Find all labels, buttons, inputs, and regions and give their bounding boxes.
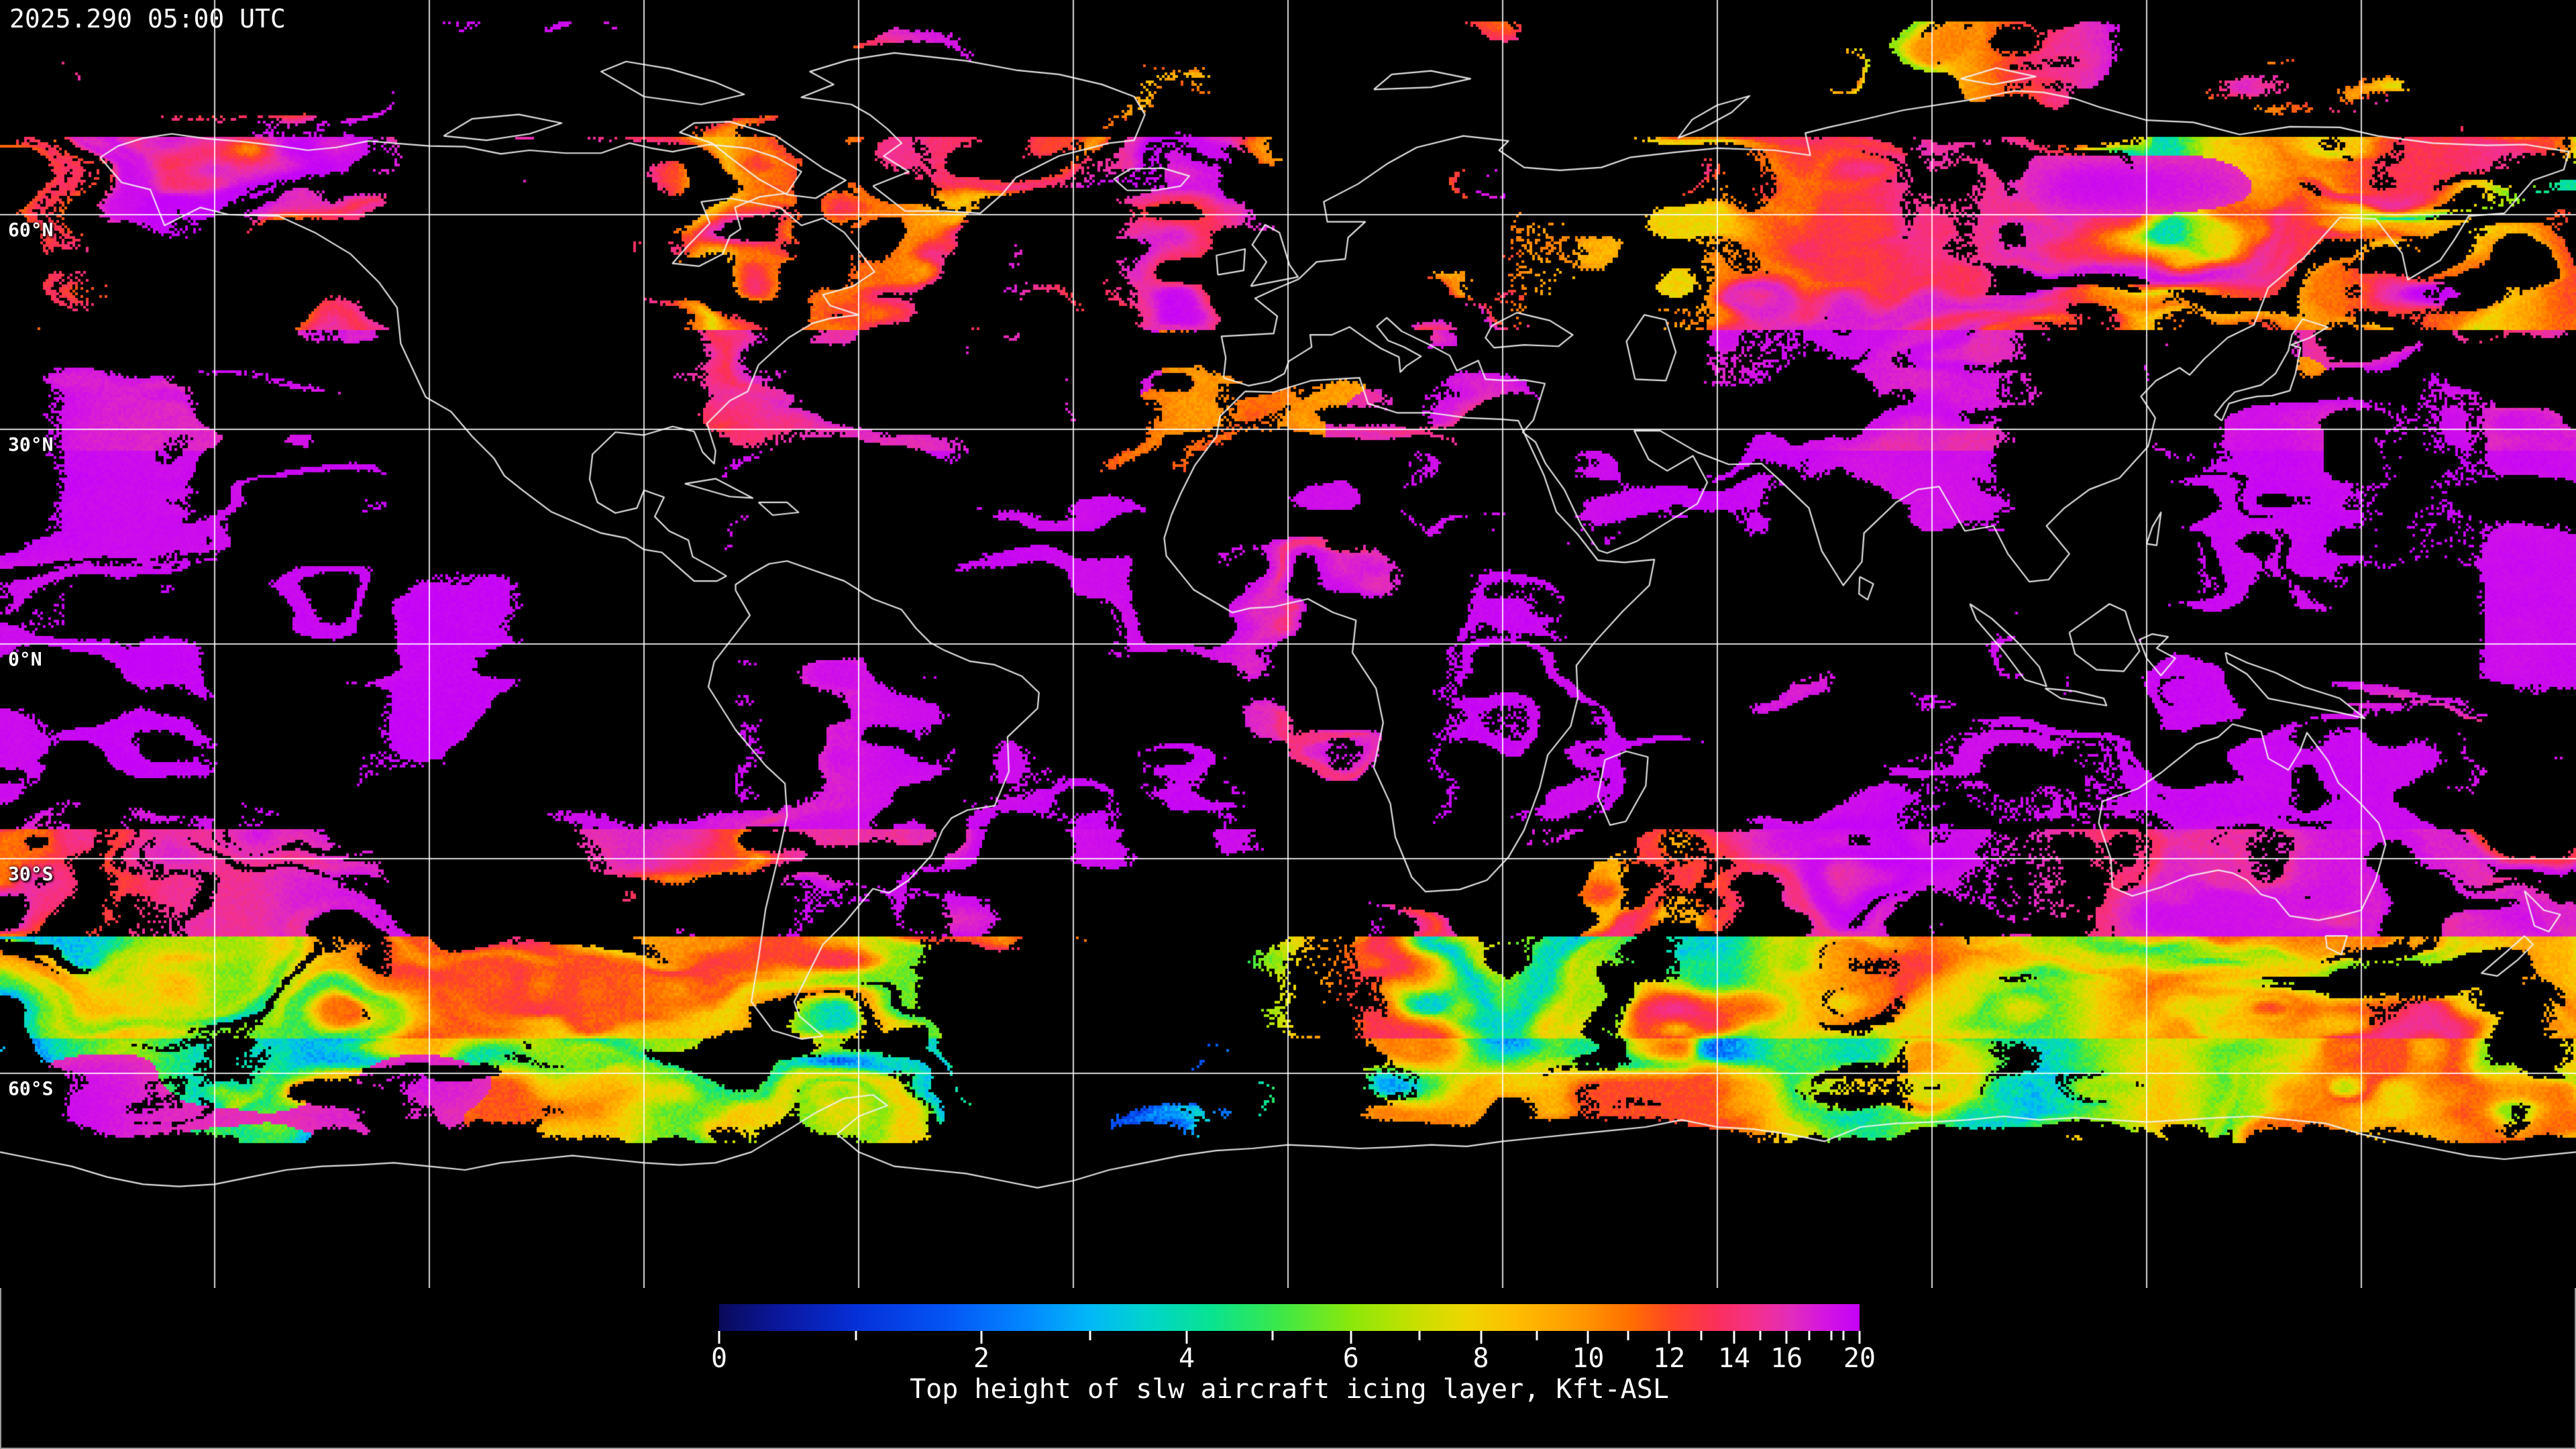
colorbar-tick-label: 0 [710,1343,728,1374]
colorbar-tick [1418,1331,1421,1340]
colorbar-tick [1536,1331,1538,1340]
colorbar-tick [1785,1331,1788,1344]
colorbar-tick-label: 4 [1178,1343,1195,1374]
colorbar-tick [718,1331,720,1344]
colorbar-tick-label: 2 [973,1343,990,1374]
colorbar-tick-label: 20 [1843,1343,1876,1374]
colorbar-tick [1587,1331,1589,1344]
colorbar-tick [1627,1331,1629,1340]
latitude-label: 0°N [8,648,42,670]
colorbar-tick-label: 16 [1770,1343,1803,1374]
colorbar-caption: Top height of slw aircraft icing layer, … [910,1374,1669,1405]
colorbar-tick [1858,1331,1861,1344]
colorbar-tick [1185,1331,1188,1344]
colorbar-tick [1808,1331,1811,1340]
latitude-label: 60°N [8,219,54,241]
colorbar-tick-label: 12 [1653,1343,1686,1374]
colorbar-tick-label: 8 [1472,1343,1489,1374]
colorbar-tick [1668,1331,1670,1344]
latitude-label: 60°S [8,1077,54,1099]
colorbar-tick [1759,1331,1762,1340]
colorbar-tick-label: 14 [1717,1343,1751,1374]
colorbar-tick [1842,1331,1845,1340]
colorbar-tick [855,1331,857,1340]
colorbar-tick [1733,1331,1735,1344]
colorbar-tick [1350,1331,1352,1344]
colorbar-tick [1271,1331,1273,1340]
latitude-label: 30°N [8,433,54,455]
colorbar: 0 2 4 6 8 10 12 14 16 20 Top height of slw aircra… [711,1304,1876,1449]
colorbar-gradient [719,1304,1860,1331]
colorbar-tick [1700,1331,1703,1340]
colorbar-tick [1830,1331,1832,1340]
colorbar-tick [980,1331,983,1344]
timestamp: 2025.290 05:00 UTC [9,4,286,34]
colorbar-tick [1480,1331,1483,1344]
colorbar-tick-label: 10 [1572,1343,1605,1374]
colorbar-tick [1089,1331,1091,1340]
latitude-label: 30°S [8,863,54,885]
colorbar-tick-label: 6 [1342,1343,1359,1374]
world-map-canvas [0,0,2576,1288]
